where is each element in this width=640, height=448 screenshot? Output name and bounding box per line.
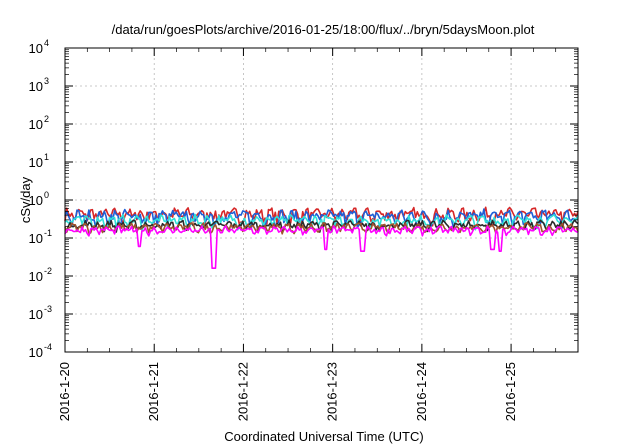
- y-tick-exponent: 3: [44, 76, 49, 86]
- x-axis: 2016-1-20 2016-1-21 2016-1-22 2016-1-23 2016…: [57, 48, 557, 421]
- y-tick-label: 10: [29, 117, 43, 132]
- y-tick-exponent: 1: [44, 152, 49, 162]
- x-tick-label: 2016-1-23: [325, 362, 340, 421]
- y-tick-exponent: -3: [44, 304, 52, 314]
- y-tick-exponent: 0: [44, 190, 49, 200]
- series-group: [64, 206, 579, 269]
- x-axis-label: Coordinated Universal Time (UTC): [224, 429, 423, 444]
- x-tick-label: 2016-1-20: [57, 362, 72, 421]
- grid-lines: [65, 48, 578, 352]
- y-tick-exponent: 4: [44, 38, 49, 48]
- chart-title: /data/run/goesPlots/archive/2016-01-25/1…: [112, 22, 535, 37]
- y-tick-label: 10: [29, 345, 43, 360]
- y-tick-exponent: 2: [44, 114, 49, 124]
- y-tick-label: 10: [29, 231, 43, 246]
- x-tick-label: 2016-1-25: [503, 362, 518, 421]
- x-tick-label: 2016-1-24: [414, 362, 429, 421]
- y-tick-exponent: -4: [44, 342, 52, 352]
- y-tick-label: 10: [29, 193, 43, 208]
- y-tick-exponent: -2: [44, 266, 52, 276]
- series-line: [64, 208, 579, 229]
- series-line: [64, 225, 579, 269]
- y-tick-label: 10: [29, 79, 43, 94]
- y-tick-label: 10: [29, 269, 43, 284]
- y-tick-label: 10: [29, 155, 43, 170]
- y-tick-label: 10: [29, 41, 43, 56]
- y-axis-label: cSv/day: [18, 176, 33, 223]
- x-tick-label: 2016-1-22: [235, 362, 250, 421]
- x-tick-label: 2016-1-21: [146, 362, 161, 421]
- y-tick-exponent: -1: [44, 228, 52, 238]
- y-tick-label: 10: [29, 307, 43, 322]
